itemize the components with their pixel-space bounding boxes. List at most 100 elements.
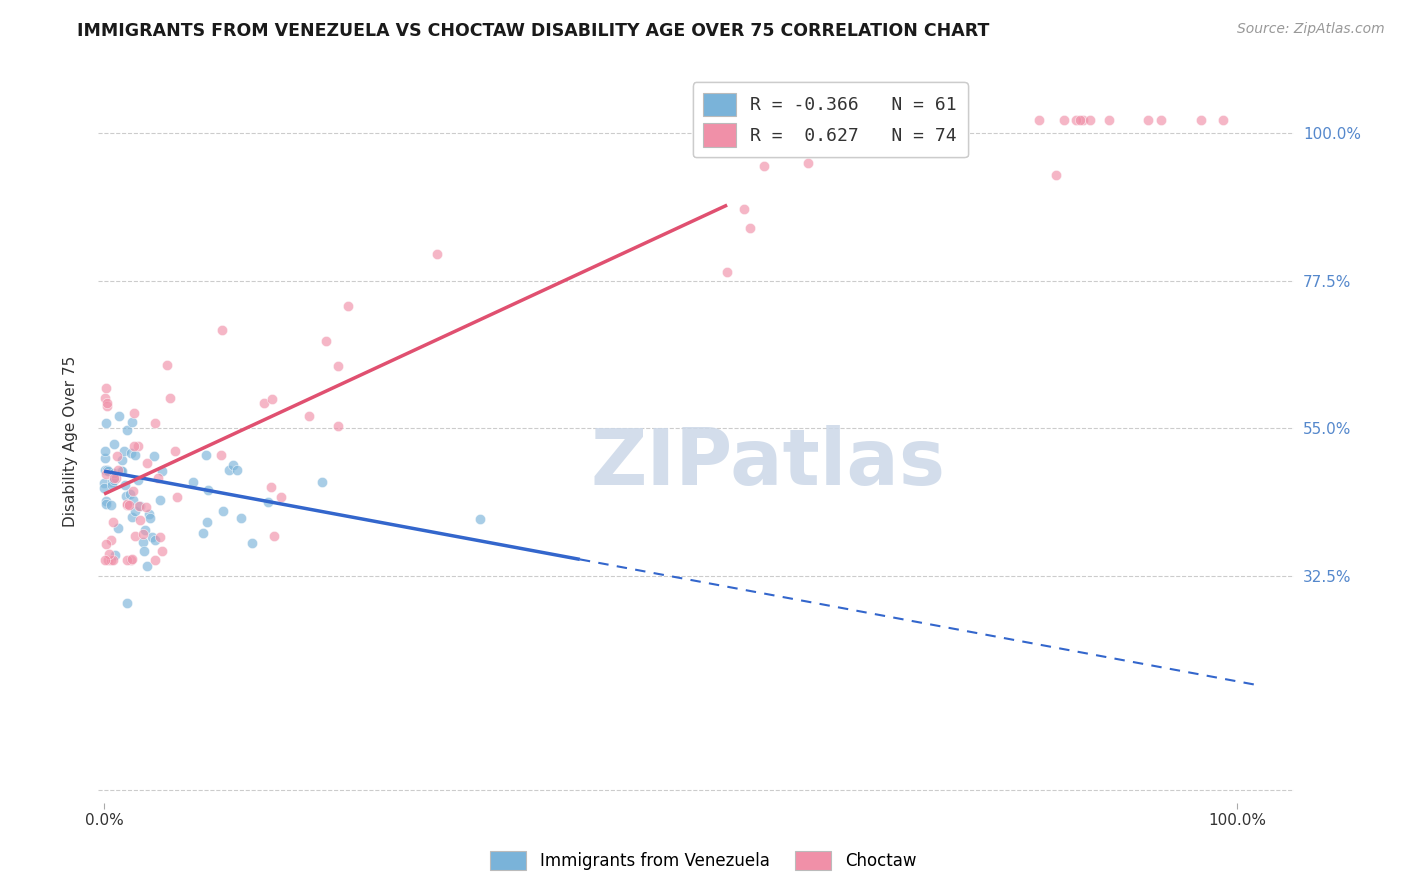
Point: [97, 464, 120, 478]
Point: [103, 473, 125, 487]
Point: [120, 487, 142, 501]
Point: [256, 495, 278, 509]
Y-axis label: Disability Age Over 75: Disability Age Over 75: [63, 356, 77, 527]
Point: [96, 494, 118, 508]
Point: [218, 463, 240, 477]
Point: [1069, 112, 1091, 127]
Point: [96, 497, 118, 511]
Point: [132, 544, 155, 558]
Point: [149, 530, 172, 544]
Point: [240, 536, 263, 550]
Point: [143, 449, 166, 463]
Point: [122, 484, 145, 499]
Point: [94, 416, 117, 430]
Point: [260, 480, 283, 494]
Point: [93, 481, 115, 495]
Point: [263, 529, 285, 543]
Point: [132, 526, 155, 541]
Point: [115, 596, 138, 610]
Point: [143, 416, 166, 430]
Point: [127, 439, 149, 453]
Point: [195, 448, 218, 462]
Point: [100, 498, 122, 512]
Point: [150, 464, 173, 478]
Point: [298, 409, 321, 423]
Point: [127, 473, 149, 487]
Point: [124, 448, 146, 462]
Point: [1149, 112, 1171, 127]
Point: [129, 499, 152, 513]
Point: [1028, 112, 1050, 127]
Point: [226, 463, 249, 477]
Point: [117, 498, 139, 512]
Point: [326, 359, 349, 373]
Point: [94, 444, 117, 458]
Point: [101, 478, 124, 492]
Point: [93, 553, 115, 567]
Point: [107, 520, 129, 534]
Point: [101, 475, 124, 489]
Point: [135, 500, 157, 514]
Point: [197, 483, 219, 497]
Point: [104, 548, 127, 562]
Point: [1045, 168, 1067, 182]
Point: [135, 558, 157, 573]
Point: [156, 358, 179, 372]
Point: [138, 507, 160, 521]
Point: [121, 552, 143, 566]
Point: [124, 504, 146, 518]
Point: [122, 493, 145, 508]
Point: [253, 396, 276, 410]
Point: [103, 471, 125, 485]
Point: [96, 396, 118, 410]
Point: [143, 553, 166, 567]
Point: [146, 471, 169, 485]
Point: [1136, 112, 1159, 127]
Point: [103, 467, 125, 481]
Point: [139, 511, 162, 525]
Point: [849, 126, 872, 140]
Point: [195, 515, 218, 529]
Point: [115, 497, 138, 511]
Point: [1080, 112, 1102, 127]
Point: [128, 499, 150, 513]
Point: [110, 464, 132, 478]
Point: [120, 446, 142, 460]
Point: [149, 492, 172, 507]
Point: [166, 491, 188, 505]
Point: [797, 156, 820, 170]
Point: [733, 202, 755, 217]
Point: [212, 503, 235, 517]
Point: [1071, 112, 1094, 127]
Point: [211, 322, 233, 336]
Point: [129, 512, 152, 526]
Point: [260, 392, 283, 407]
Point: [121, 510, 143, 524]
Point: [141, 531, 163, 545]
Point: [1066, 112, 1088, 127]
Point: [114, 478, 136, 492]
Point: [143, 533, 166, 547]
Point: [884, 112, 907, 127]
Point: [115, 553, 138, 567]
Text: Source: ZipAtlas.com: Source: ZipAtlas.com: [1237, 22, 1385, 37]
Point: [93, 475, 115, 490]
Point: [111, 464, 134, 478]
Point: [120, 553, 142, 567]
Point: [426, 246, 449, 260]
Point: [132, 535, 155, 549]
Point: [470, 512, 492, 526]
Point: [108, 409, 131, 423]
Point: [121, 416, 143, 430]
Point: [97, 553, 120, 567]
Point: [124, 529, 146, 543]
Point: [1212, 112, 1234, 127]
Point: [193, 525, 215, 540]
Point: [100, 533, 122, 548]
Text: IMMIGRANTS FROM VENEZUELA VS CHOCTAW DISABILITY AGE OVER 75 CORRELATION CHART: IMMIGRANTS FROM VENEZUELA VS CHOCTAW DIS…: [77, 22, 990, 40]
Legend: R = -0.366   N = 61, R =  0.627   N = 74: R = -0.366 N = 61, R = 0.627 N = 74: [693, 82, 967, 157]
Point: [94, 467, 117, 481]
Point: [122, 406, 145, 420]
Point: [111, 453, 134, 467]
Point: [96, 463, 118, 477]
